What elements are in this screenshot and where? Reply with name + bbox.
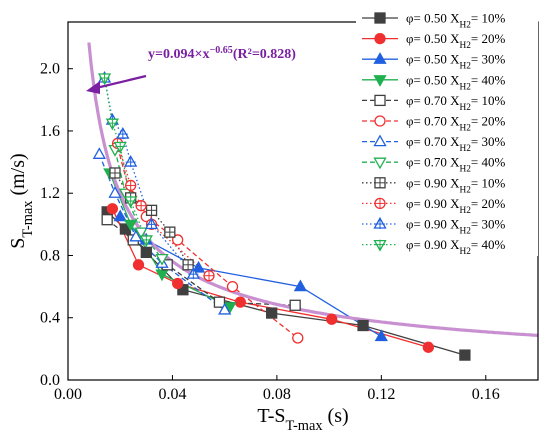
legend-label: φ= 0.70 XH2= 40% bbox=[406, 155, 505, 175]
fit-annotation: y=0.094×x−0.65(R²=0.828) bbox=[86, 45, 296, 94]
annotation-arrowhead bbox=[86, 81, 100, 94]
legend-label: φ= 0.50 XH2= 10% bbox=[406, 11, 505, 31]
series-line bbox=[116, 143, 210, 277]
legend-item: φ= 0.50 XH2= 30% bbox=[362, 52, 505, 72]
data-point bbox=[106, 203, 119, 215]
legend: φ= 0.50 XH2= 10%φ= 0.50 XH2= 20%φ= 0.50 … bbox=[356, 8, 538, 257]
legend-label: φ= 0.90 XH2= 10% bbox=[406, 175, 505, 195]
data-point bbox=[293, 279, 308, 292]
series-line bbox=[111, 208, 429, 348]
legend-item: φ= 0.70 XH2= 20% bbox=[362, 114, 505, 134]
series-markers bbox=[92, 70, 471, 361]
legend-item: φ= 0.70 XH2= 10% bbox=[362, 93, 505, 113]
legend-item: φ= 0.70 XH2= 30% bbox=[362, 134, 505, 154]
data-point bbox=[144, 217, 159, 230]
data-point bbox=[266, 307, 278, 319]
data-point bbox=[109, 167, 121, 179]
legend-background bbox=[356, 8, 538, 256]
data-point bbox=[124, 155, 138, 168]
data-point bbox=[124, 219, 138, 232]
y-tick-label: 1.2 bbox=[40, 185, 60, 202]
data-point bbox=[218, 302, 232, 315]
data-point bbox=[97, 73, 112, 86]
data-point bbox=[357, 319, 369, 332]
data-point bbox=[129, 229, 143, 242]
data-point bbox=[132, 259, 145, 271]
data-point bbox=[134, 227, 148, 240]
legend-label: φ= 0.50 XH2= 40% bbox=[406, 72, 505, 92]
data-point bbox=[213, 296, 226, 308]
annotation-arrow bbox=[95, 74, 147, 90]
y-tick-label: 0.8 bbox=[40, 247, 60, 264]
y-tick-label: 1.6 bbox=[40, 123, 60, 140]
axes: 0.00 0.04 0.08 0.12 0.16 0.0 0.4 0.8 1.2 1.6 2.0 bbox=[40, 21, 539, 403]
data-point bbox=[186, 267, 200, 280]
y-tick-label: 0.0 bbox=[40, 372, 60, 389]
data-point bbox=[164, 226, 176, 238]
legend-item: φ= 0.50 XH2= 10% bbox=[362, 11, 505, 31]
data-point bbox=[459, 349, 471, 361]
data-point bbox=[182, 259, 194, 271]
legend-label: φ= 0.70 XH2= 30% bbox=[406, 134, 505, 154]
data-point bbox=[203, 270, 215, 282]
legend-label: φ= 0.90 XH2= 40% bbox=[406, 237, 505, 257]
x-axis-title: T-ST-max (s) bbox=[257, 405, 348, 434]
data-point bbox=[92, 147, 106, 159]
data-point bbox=[292, 332, 304, 344]
legend-label: φ= 0.90 XH2= 20% bbox=[406, 196, 505, 216]
data-point bbox=[234, 296, 246, 308]
fit-equation: y=0.094×x−0.65(R²=0.828) bbox=[148, 45, 296, 63]
data-point bbox=[422, 341, 434, 353]
data-point bbox=[105, 118, 120, 131]
data-point bbox=[101, 214, 113, 226]
legend-label: φ= 0.90 XH2= 30% bbox=[406, 217, 505, 237]
legend-item: φ= 0.90 XH2= 40% bbox=[362, 237, 505, 257]
legend-label: φ= 0.50 XH2= 20% bbox=[406, 31, 505, 51]
x-axis-ticks: 0.00 0.04 0.08 0.12 0.16 bbox=[54, 375, 500, 403]
data-point bbox=[172, 277, 184, 290]
x-tick-label: 0.08 bbox=[263, 386, 291, 403]
legend-item: φ= 0.90 XH2= 30% bbox=[362, 217, 505, 237]
data-point bbox=[326, 313, 338, 325]
data-point bbox=[374, 329, 388, 342]
data-point bbox=[140, 246, 152, 259]
y-axis-title: ST-max (m/s) bbox=[7, 153, 36, 248]
y-tick-label: 2.0 bbox=[40, 61, 60, 78]
series-line bbox=[114, 149, 163, 260]
legend-label: φ= 0.70 XH2= 20% bbox=[406, 114, 505, 134]
data-point bbox=[135, 200, 147, 212]
data-point bbox=[108, 186, 122, 198]
data-point bbox=[226, 280, 239, 293]
data-point bbox=[191, 260, 206, 273]
x-tick-label: 0.12 bbox=[367, 386, 395, 403]
legend-item: φ= 0.50 XH2= 20% bbox=[362, 31, 505, 51]
data-point bbox=[113, 209, 127, 222]
data-point bbox=[125, 179, 137, 192]
data-point bbox=[139, 234, 153, 247]
data-point bbox=[113, 141, 127, 154]
data-point bbox=[155, 253, 169, 266]
legend-label: φ= 0.70 XH2= 10% bbox=[406, 93, 505, 113]
x-tick-label: 0.04 bbox=[158, 386, 186, 403]
legend-item: φ= 0.50 XH2= 40% bbox=[362, 72, 505, 92]
y-axis-ticks: 0.0 0.4 0.8 1.2 1.6 2.0 bbox=[40, 61, 73, 389]
data-point bbox=[124, 196, 138, 209]
legend-label: φ= 0.50 XH2= 30% bbox=[406, 52, 505, 72]
data-point bbox=[289, 299, 301, 311]
data-point bbox=[116, 126, 130, 140]
x-tick-label: 0.00 bbox=[54, 386, 82, 403]
legend-item: φ= 0.70 XH2= 40% bbox=[362, 155, 505, 175]
legend-item: φ= 0.90 XH2= 20% bbox=[362, 196, 505, 216]
x-tick-label: 0.16 bbox=[472, 386, 500, 403]
y-tick-label: 0.4 bbox=[40, 310, 60, 327]
data-point bbox=[145, 204, 158, 216]
legend-item: φ= 0.90 XH2= 10% bbox=[362, 175, 505, 195]
